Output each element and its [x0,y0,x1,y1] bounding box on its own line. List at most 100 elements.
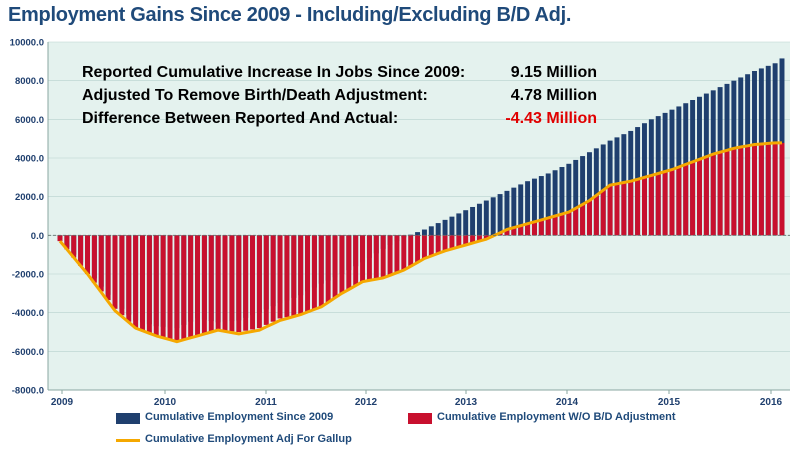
bar-adjusted [250,235,256,330]
bar-adjusted [738,147,744,236]
bar-adjusted [752,144,757,236]
bar-reported [449,216,455,236]
annotation-label-adjusted: Adjusted To Remove Birth/Death Adjustmen… [82,87,428,104]
y-tick-label: -6000.0 [12,347,44,358]
bar-adjusted [642,177,647,236]
bar-adjusted [181,235,187,340]
bar-adjusted [566,212,572,236]
bar-adjusted [236,235,242,332]
bar-adjusted [552,216,558,236]
bar-adjusted [415,235,421,263]
gallup-line [58,141,782,344]
bar-adjusted [360,235,366,282]
x-tick-label: 2012 [355,397,378,408]
bar-adjusted [366,235,372,281]
bar-adjusted [71,235,77,258]
bar-adjusted [614,183,620,236]
bar-adjusted [112,235,118,309]
x-tick-label: 2009 [51,397,74,408]
bar-adjusted [628,181,634,236]
bar-adjusted [408,235,414,267]
bar-adjusted [758,143,764,236]
bar-adjusted [167,235,173,340]
bar-adjusted [311,235,317,310]
x-tick-label: 2013 [455,397,478,408]
bar-adjusted [621,182,627,236]
bar-adjusted [339,235,345,294]
bar-adjusted [208,235,214,332]
bar-adjusted [545,217,551,236]
bar-adjusted [724,150,730,236]
bar-reported [435,223,441,236]
bar-adjusted [91,235,97,283]
bar-adjusted [140,235,145,331]
bar-adjusted [298,235,304,315]
bar-reported [586,152,592,236]
y-tick-label: 6000.0 [15,115,44,126]
bar-adjusted [449,235,455,249]
annotation-value-difference: -4.43 Million [505,110,597,127]
bar-adjusted [772,142,778,236]
bar-adjusted [256,235,262,329]
bar-adjusted [683,164,689,236]
bar-adjusted [697,159,702,236]
bar-adjusted [635,179,641,236]
bar-reported [456,213,462,236]
adjusted-bars [57,142,785,342]
bar-adjusted [85,235,90,274]
bar-adjusted [470,235,476,244]
axes: 10000.0 8000.0 6000.0 4000.0 2000.0 0.0 -2000.… [10,38,790,408]
bar-adjusted [119,235,125,316]
bar-reported [442,219,448,236]
bar-reported [518,184,524,236]
bar-adjusted [346,235,352,290]
bar-adjusted [586,200,592,236]
y-tick-label: 0.0 [31,231,44,242]
bar-adjusted [573,208,579,236]
bar-adjusted [263,235,269,325]
bar-adjusted [580,204,586,236]
bar-reported [525,181,531,236]
bar-reported [504,190,510,236]
bar-adjusted [655,173,661,236]
bar-adjusted [201,235,207,334]
bar-adjusted [745,145,751,236]
bar-reported [463,210,469,236]
bar-adjusted [531,221,537,236]
y-tick-label: -2000.0 [12,270,44,281]
y-tick-label: 4000.0 [15,154,44,165]
bar-adjusted [690,161,696,236]
bar-reported [421,229,427,236]
x-tick-label: 2010 [154,397,177,408]
bar-reported [531,178,537,236]
bar-adjusted [78,235,84,266]
x-tick-label: 2014 [556,397,579,408]
bar-adjusted [442,235,448,251]
bar-adjusted [380,235,386,278]
bar-reported [470,206,476,236]
bar-adjusted [401,235,407,271]
bar-reported [538,176,544,236]
bar-adjusted [483,235,489,240]
x-tick-label: 2015 [658,397,681,408]
bar-reported [552,170,558,236]
bar-adjusted [765,143,771,236]
bar-reported [415,232,421,236]
bar-adjusted [600,190,606,236]
bar-adjusted [456,235,462,247]
bar-adjusted [332,235,338,298]
bar-adjusted [215,235,221,331]
gallup-series-line [58,141,782,344]
bar-adjusted [435,235,441,254]
bar-adjusted [731,148,737,236]
bar-adjusted [243,235,249,331]
y-tick-label: 2000.0 [15,192,44,203]
bar-adjusted [421,235,427,259]
bar-adjusted [463,235,469,245]
bar-adjusted [174,235,180,342]
bar-reported [497,194,503,236]
bar-adjusted [222,235,228,331]
bar-reported [490,197,496,236]
